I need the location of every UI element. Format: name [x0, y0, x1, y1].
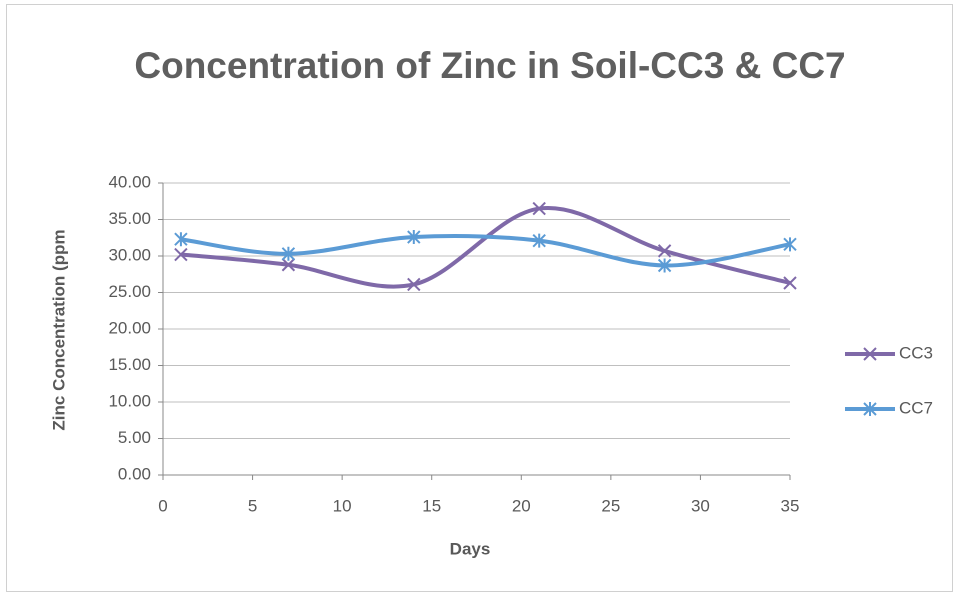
data-point [657, 244, 672, 258]
x-tick-label: 30 [691, 496, 710, 515]
data-point [281, 246, 296, 261]
y-tick-label: 15.00 [108, 355, 151, 374]
y-tick-label: 5.00 [118, 428, 151, 447]
data-point [174, 232, 188, 247]
data-point [174, 247, 188, 262]
data-point [783, 276, 797, 290]
chart-title: Concentration of Zinc in Soil-CC3 & CC7 [134, 45, 846, 86]
y-tick-label: 0.00 [118, 464, 151, 483]
legend-label: CC7 [899, 398, 933, 417]
x-tick-label: 15 [422, 496, 441, 515]
y-tick-label: 30.00 [108, 245, 151, 264]
chart-frame [6, 4, 953, 592]
x-tick-label: 5 [248, 496, 257, 515]
x-tick-label: 20 [512, 496, 531, 515]
legend-label: CC3 [899, 343, 933, 362]
x-tick-label: 10 [333, 496, 352, 515]
legend-marker [863, 402, 877, 416]
x-tick-label: 35 [781, 496, 800, 515]
data-point [281, 258, 296, 272]
y-tick-label: 25.00 [108, 282, 151, 301]
data-point [657, 258, 672, 273]
data-point [407, 277, 421, 292]
data-point [407, 230, 421, 245]
y-tick-label: 35.00 [108, 209, 151, 228]
data-point [532, 233, 546, 248]
data-point [532, 201, 546, 216]
x-tick-label: 25 [601, 496, 620, 515]
y-tick-label: 40.00 [108, 172, 151, 191]
data-point [783, 237, 797, 252]
series-line [180, 233, 791, 268]
legend-marker [863, 347, 877, 361]
series-line [180, 205, 791, 289]
x-tick-label: 0 [158, 496, 167, 515]
x-axis-label: Days [450, 539, 491, 558]
y-axis-label: Zinc Concentration (ppm [49, 229, 68, 430]
y-tick-label: 20.00 [108, 318, 151, 337]
y-tick-label: 10.00 [108, 391, 151, 410]
